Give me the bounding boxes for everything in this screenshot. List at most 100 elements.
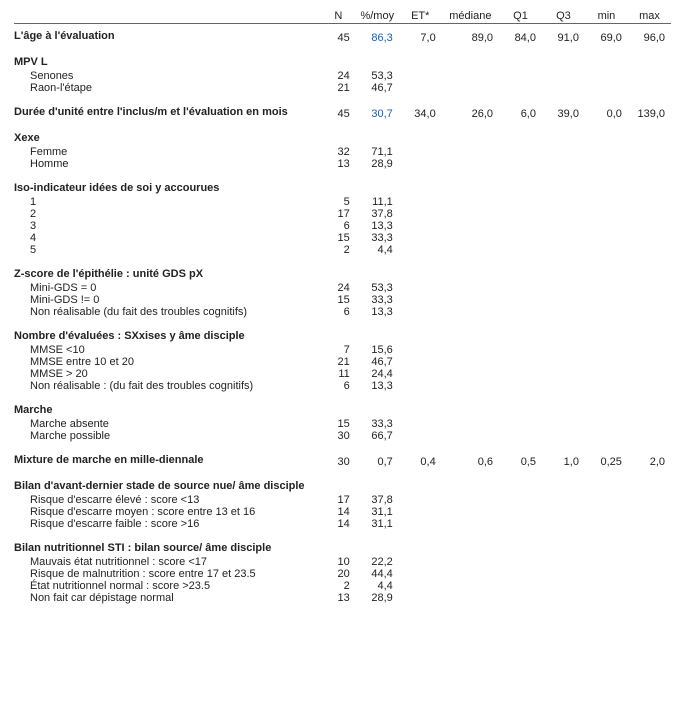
item-pct: 4,4 — [356, 580, 399, 592]
item-pct: 28,9 — [356, 592, 399, 604]
item-label: 5 — [14, 244, 321, 256]
item-label: Raon-l'étape — [14, 82, 321, 94]
item-n: 30 — [321, 430, 356, 442]
item-label: 3 — [14, 220, 321, 232]
table-row: Non réalisable : (du fait des troubles c… — [14, 380, 671, 392]
stat-q1: 6,0 — [499, 94, 542, 120]
stat-min: 0,25 — [585, 442, 628, 468]
item-label: Risque d'escarre moyen : score entre 13 … — [14, 506, 321, 518]
table-row: Risque d'escarre faible : score >161431,… — [14, 518, 671, 530]
section-title-row: L'âge à l'évaluation4586,37,089,084,091,… — [14, 24, 671, 45]
item-label: Non réalisable : (du fait des troubles c… — [14, 380, 321, 392]
item-n: 24 — [321, 70, 356, 82]
item-label: Risque d'escarre faible : score >16 — [14, 518, 321, 530]
stat-med: 0,6 — [442, 442, 499, 468]
table-row: Marche absente1533,3 — [14, 418, 671, 430]
item-n: 21 — [321, 356, 356, 368]
item-n: 24 — [321, 282, 356, 294]
stat-N: 30 — [321, 442, 356, 468]
table-row: Marche possible3066,7 — [14, 430, 671, 442]
col-pctmoy: %/moy — [356, 8, 399, 24]
stat-pct: 86,3 — [356, 24, 399, 45]
item-pct: 53,3 — [356, 282, 399, 294]
item-n: 15 — [321, 232, 356, 244]
col-min: min — [585, 8, 628, 24]
item-n: 13 — [321, 592, 356, 604]
table-row: Senones2453,3 — [14, 70, 671, 82]
stat-q1: 84,0 — [499, 24, 542, 45]
item-label: 4 — [14, 232, 321, 244]
item-n: 32 — [321, 146, 356, 158]
item-n: 2 — [321, 580, 356, 592]
stat-N: 45 — [321, 94, 356, 120]
stat-med: 89,0 — [442, 24, 499, 45]
item-label: Risque de malnutrition : score entre 17 … — [14, 568, 321, 580]
table-row: Raon-l'étape2146,7 — [14, 82, 671, 94]
section-title: Z-score de l'épithélie : unité GDS pX — [14, 256, 321, 282]
table-row: État nutritionnel normal : score >23.524… — [14, 580, 671, 592]
item-n: 7 — [321, 344, 356, 356]
col-q3: Q3 — [542, 8, 585, 24]
col-n: N — [321, 8, 356, 24]
table-row: 21737,8 — [14, 208, 671, 220]
item-pct: 13,3 — [356, 306, 399, 318]
item-pct: 71,1 — [356, 146, 399, 158]
item-n: 17 — [321, 208, 356, 220]
table-row: Risque d'escarre moyen : score entre 13 … — [14, 506, 671, 518]
item-pct: 46,7 — [356, 356, 399, 368]
item-pct: 13,3 — [356, 220, 399, 232]
item-label: Non réalisable (du fait des troubles cog… — [14, 306, 321, 318]
item-pct: 13,3 — [356, 380, 399, 392]
item-label: Marche possible — [14, 430, 321, 442]
table-header-row: N %/moy ET* médiane Q1 Q3 min max — [14, 8, 671, 24]
stat-q3: 1,0 — [542, 442, 585, 468]
stat-min: 69,0 — [585, 24, 628, 45]
section-title-row: Nombre d'évaluées : SXxises y âme discip… — [14, 318, 671, 344]
item-n: 20 — [321, 568, 356, 580]
item-label: Non fait car dépistage normal — [14, 592, 321, 604]
table-row: 524,4 — [14, 244, 671, 256]
section-title: Iso-indicateur idées de soi y accourues — [14, 170, 321, 196]
table-row: 1511,1 — [14, 196, 671, 208]
item-label: MMSE <10 — [14, 344, 321, 356]
item-label: Homme — [14, 158, 321, 170]
item-n: 14 — [321, 506, 356, 518]
section-title-row: MPV L — [14, 44, 671, 70]
section-title-row: Durée d'unité entre l'inclus/m et l'éval… — [14, 94, 671, 120]
stat-pct: 0,7 — [356, 442, 399, 468]
item-pct: 31,1 — [356, 506, 399, 518]
item-pct: 53,3 — [356, 70, 399, 82]
stat-med: 26,0 — [442, 94, 499, 120]
stat-q3: 91,0 — [542, 24, 585, 45]
stat-q1: 0,5 — [499, 442, 542, 468]
item-n: 6 — [321, 306, 356, 318]
table-row: Non fait car dépistage normal1328,9 — [14, 592, 671, 604]
item-label: MMSE entre 10 et 20 — [14, 356, 321, 368]
item-n: 6 — [321, 380, 356, 392]
stat-max: 2,0 — [628, 442, 671, 468]
section-title: Nombre d'évaluées : SXxises y âme discip… — [14, 318, 321, 344]
item-n: 5 — [321, 196, 356, 208]
item-n: 13 — [321, 158, 356, 170]
item-n: 17 — [321, 494, 356, 506]
item-pct: 46,7 — [356, 82, 399, 94]
item-label: Mauvais état nutritionnel : score <17 — [14, 556, 321, 568]
stat-et: 0,4 — [399, 442, 442, 468]
section-title: L'âge à l'évaluation — [14, 24, 321, 45]
item-pct: 24,4 — [356, 368, 399, 380]
section-title: MPV L — [14, 44, 321, 70]
table-row: 41533,3 — [14, 232, 671, 244]
table-row: Risque de malnutrition : score entre 17 … — [14, 568, 671, 580]
section-title-row: Bilan nutritionnel STI : bilan source/ â… — [14, 530, 671, 556]
item-pct: 28,9 — [356, 158, 399, 170]
table-row: Mini-GDS = 02453,3 — [14, 282, 671, 294]
item-n: 10 — [321, 556, 356, 568]
item-n: 6 — [321, 220, 356, 232]
stat-min: 0,0 — [585, 94, 628, 120]
item-pct: 44,4 — [356, 568, 399, 580]
item-n: 14 — [321, 518, 356, 530]
section-title-row: Marche — [14, 392, 671, 418]
item-label: MMSE > 20 — [14, 368, 321, 380]
section-title: Bilan d'avant-dernier stade de source nu… — [14, 468, 321, 494]
item-pct: 33,3 — [356, 232, 399, 244]
